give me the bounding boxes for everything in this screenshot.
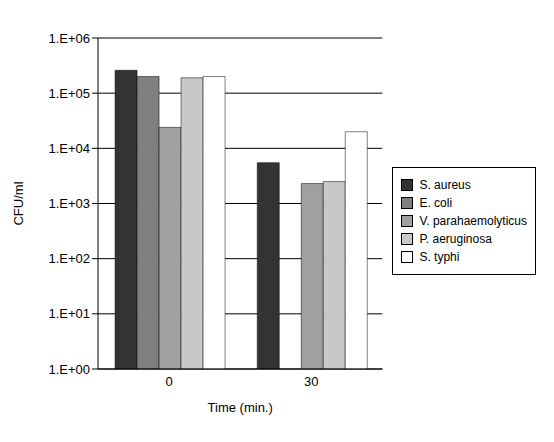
svg-text:1.E+05: 1.E+05 bbox=[48, 86, 90, 101]
svg-text:1.E+03: 1.E+03 bbox=[48, 196, 90, 211]
html-text:V. parahaemolyticus: V. parahaemolyticus bbox=[419, 214, 527, 228]
svg-text:1.E+00: 1.E+00 bbox=[48, 362, 90, 377]
html-text:P. aeruginosa: P. aeruginosa bbox=[419, 232, 492, 246]
html-text:S. typhi: S. typhi bbox=[419, 250, 460, 264]
svg-text:1.E+04: 1.E+04 bbox=[48, 141, 90, 156]
svg-text:0: 0 bbox=[165, 374, 172, 389]
svg-text:30: 30 bbox=[304, 374, 318, 389]
svg-text:1.E+06: 1.E+06 bbox=[48, 31, 90, 46]
svg-text:Time (min.): Time (min.) bbox=[208, 400, 273, 415]
svg-text:1.E+01: 1.E+01 bbox=[48, 306, 90, 321]
html-text:S. aureus: S. aureus bbox=[419, 178, 471, 192]
svg-text:CFU/ml: CFU/ml bbox=[11, 181, 26, 225]
svg-text:1.E+02: 1.E+02 bbox=[48, 251, 90, 266]
html-text:E. coli: E. coli bbox=[419, 196, 453, 210]
